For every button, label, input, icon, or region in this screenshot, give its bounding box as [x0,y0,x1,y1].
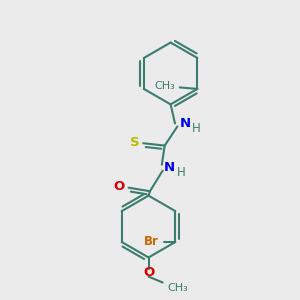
Text: CH₃: CH₃ [154,81,175,91]
Text: N: N [179,117,191,130]
Text: CH₃: CH₃ [168,283,188,293]
Text: O: O [114,180,125,193]
Text: H: H [192,122,201,135]
Text: O: O [143,266,154,279]
Text: S: S [130,136,140,149]
Text: Br: Br [144,235,158,248]
Text: H: H [176,167,185,179]
Text: N: N [164,161,175,174]
